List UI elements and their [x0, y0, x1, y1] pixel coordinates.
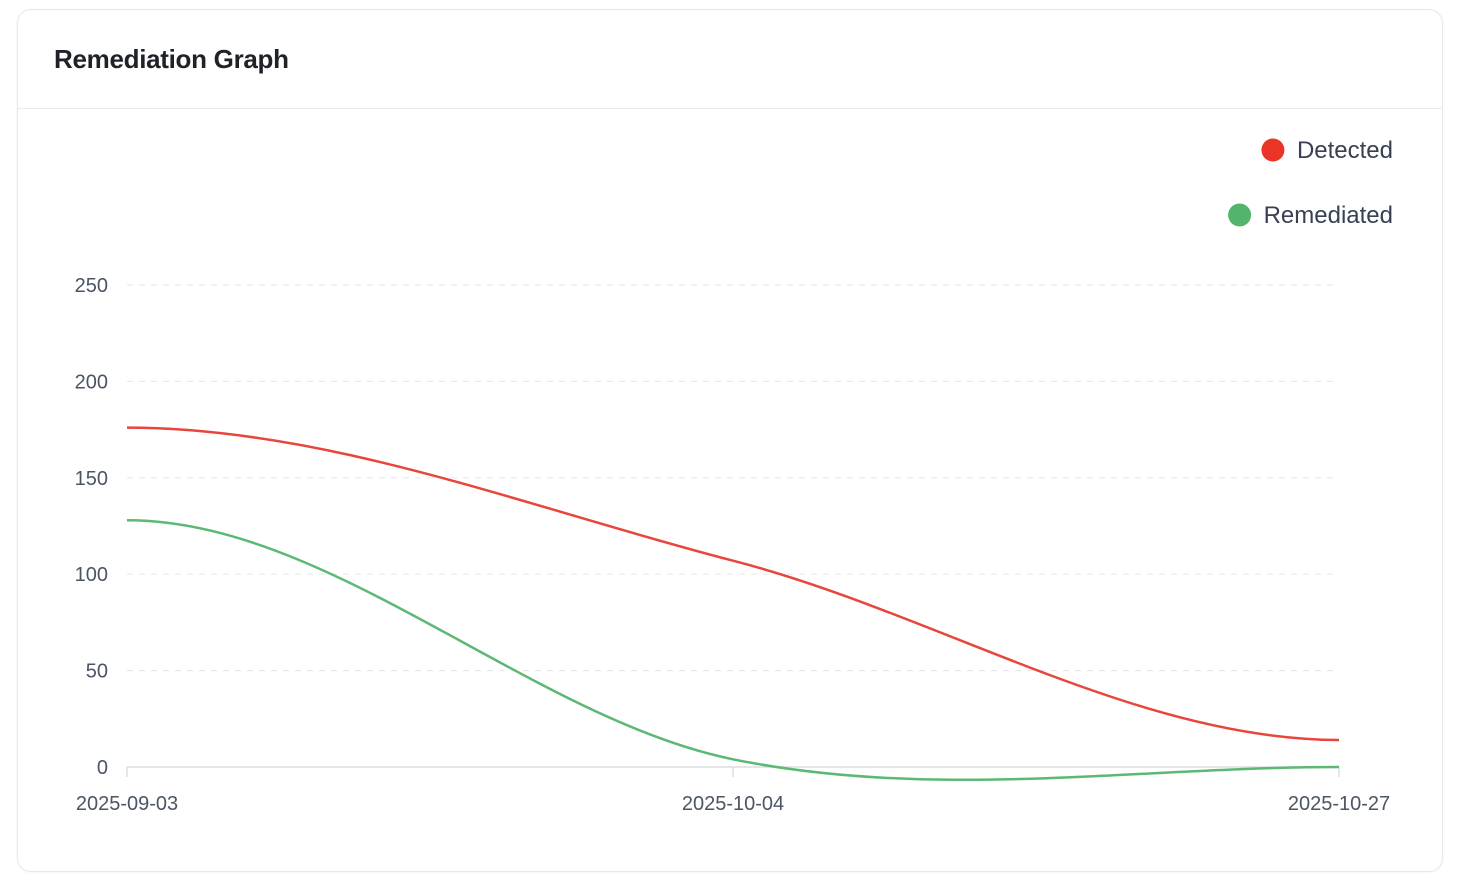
card-header: Remediation Graph: [18, 10, 1442, 109]
y-tick-label: 200: [75, 371, 108, 393]
remediation-graph-card: Remediation Graph: [17, 9, 1443, 872]
x-tick-label: 2025-09-03: [76, 793, 178, 815]
legend-label-detected: Detected: [1297, 137, 1393, 164]
y-tick-label: 0: [97, 757, 108, 779]
legend-dot-remediated: [1228, 203, 1252, 227]
legend-dot-detected: [1261, 138, 1285, 162]
legend-label-remediated: Remediated: [1264, 202, 1393, 229]
series-line-detected: [126, 426, 1340, 742]
x-tick-label: 2025-10-04: [682, 793, 784, 815]
y-tick-label: 250: [75, 275, 108, 297]
y-tick-label: 100: [75, 564, 108, 586]
series-line-remediated: [126, 518, 1340, 782]
x-tick-label: 2025-10-27: [1288, 793, 1390, 815]
y-tick-label: 150: [75, 468, 108, 490]
y-tick-label: 50: [86, 661, 108, 683]
card-title: Remediation Graph: [54, 43, 289, 74]
